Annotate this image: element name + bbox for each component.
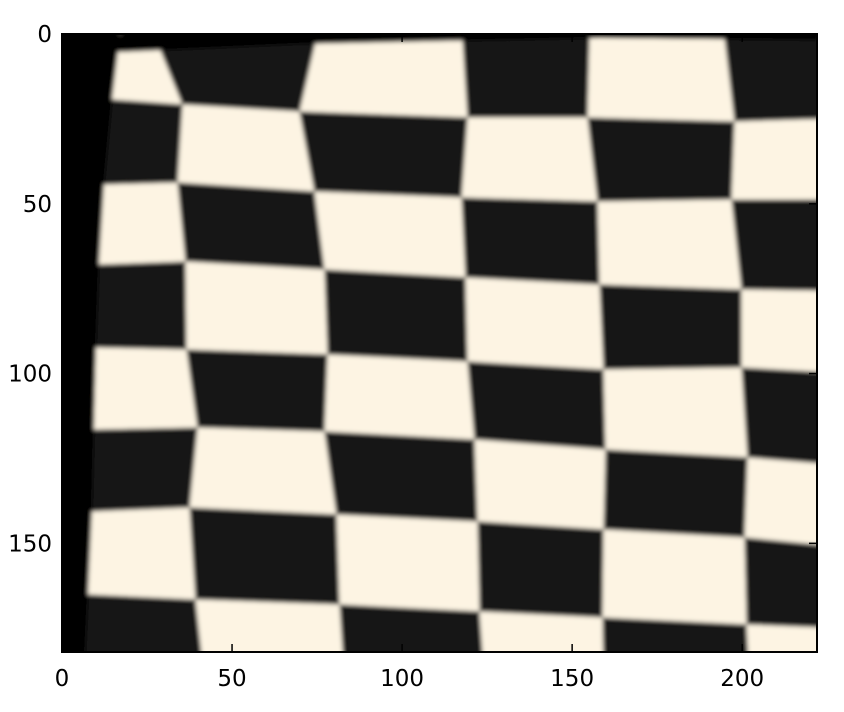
light-square: [299, 39, 469, 119]
x-tick-label: 150: [550, 666, 594, 692]
light-square: [461, 117, 599, 203]
light-square: [314, 191, 467, 279]
dark-square: [744, 537, 817, 629]
light-square: [98, 182, 187, 266]
dark-square: [84, 594, 203, 652]
dark-square: [587, 117, 736, 203]
dark-square: [339, 604, 484, 652]
black-margin: [62, 34, 122, 652]
dark-square: [91, 427, 199, 513]
light-square: [177, 104, 316, 193]
dark-square: [324, 431, 479, 523]
light-square: [336, 514, 481, 613]
dark-square: [177, 182, 326, 271]
black-margin: [62, 34, 817, 52]
dark-square: [462, 37, 591, 119]
light-square: [587, 37, 736, 123]
dark-square: [103, 99, 184, 186]
dark-square: [477, 521, 605, 619]
dark-square: [602, 617, 749, 652]
light-square: [479, 611, 605, 652]
dark-square: [159, 41, 317, 113]
light-square: [746, 624, 817, 652]
light-square: [189, 427, 338, 516]
light-square: [195, 599, 344, 652]
light-square: [731, 119, 817, 201]
x-tick-label: 200: [720, 666, 764, 692]
light-square: [474, 439, 607, 531]
dark-square: [603, 449, 749, 539]
x-tick-label: 100: [380, 666, 424, 692]
light-square: [603, 367, 749, 459]
light-square: [597, 199, 743, 291]
light-square: [87, 507, 197, 601]
dark-square: [731, 199, 817, 292]
x-axis: 0 50 100 150 200: [55, 34, 764, 692]
dark-square: [724, 36, 817, 123]
light-square: [744, 457, 817, 546]
y-axis: 0 50 100 150: [8, 22, 817, 557]
axes-frame: [61, 33, 818, 653]
y-tick-label: 0: [37, 22, 52, 48]
light-square: [741, 289, 817, 373]
light-square: [602, 529, 748, 626]
y-tick-label: 100: [8, 362, 52, 388]
y-tick-label: 150: [8, 531, 52, 557]
dark-square: [299, 111, 469, 199]
dark-square: [599, 284, 743, 371]
dark-square: [186, 349, 329, 433]
light-square: [465, 277, 605, 371]
x-tick-label: 50: [217, 666, 246, 692]
dark-square: [189, 507, 341, 606]
dark-square: [95, 261, 188, 351]
dark-square: [461, 197, 601, 286]
light-square: [324, 354, 476, 441]
light-square: [185, 261, 329, 356]
dark-square: [467, 361, 607, 451]
x-tick-label: 0: [55, 666, 70, 692]
light-square: [93, 347, 199, 431]
checkerboard: [62, 34, 817, 652]
dark-square: [324, 269, 469, 363]
y-tick-label: 50: [23, 192, 52, 218]
dark-square: [741, 367, 817, 465]
